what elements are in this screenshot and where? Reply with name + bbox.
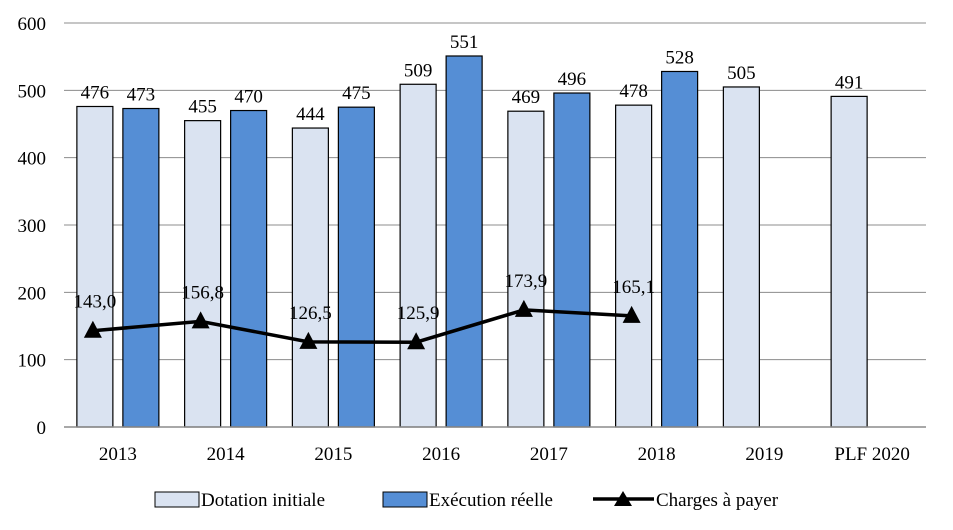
line-data-label: 143,0 <box>74 292 117 313</box>
bar-data-label: 528 <box>665 47 694 68</box>
bar-data-label: 491 <box>835 72 864 93</box>
bar-data-label: 473 <box>127 85 156 106</box>
bar-data-labels: 476 473 455 470 444 475 509 551 469 496 478 528 505 4… <box>81 32 864 125</box>
bar-data-label: 496 <box>558 69 587 90</box>
x-tick-label: 2019 <box>745 444 783 465</box>
x-tick-label: 2015 <box>314 444 352 465</box>
bar-ex-cution-r-elle-2016 <box>445 55 483 428</box>
charges-marker <box>191 311 210 329</box>
bar-dotation-initiale-2017 <box>507 110 545 428</box>
y-tick-label: 600 <box>18 14 47 35</box>
line-data-label: 156,8 <box>181 282 224 303</box>
legend: Dotation initiale Exécution réelle Charg… <box>154 490 779 511</box>
x-tick-label: PLF 2020 <box>834 444 910 465</box>
bar-dotation-initiale-2018 <box>615 104 653 428</box>
charges-marker <box>514 299 533 317</box>
bar-dotation-initiale-PLF-2020 <box>830 95 868 428</box>
legend-label-dotation: Dotation initiale <box>201 490 325 511</box>
legend-label-charges: Charges à payer <box>656 490 779 511</box>
x-tick-label: 2017 <box>530 444 568 465</box>
x-tick-label: 2014 <box>207 444 246 465</box>
bar-data-label: 505 <box>727 63 756 84</box>
line-data-label: 165,1 <box>612 277 655 298</box>
bar-data-label: 469 <box>512 87 541 108</box>
bar-dotation-initiale-2014 <box>184 120 222 428</box>
bar-data-label: 455 <box>188 97 217 118</box>
bar-ex-cution-r-elle-2017 <box>553 92 591 428</box>
y-tick-label: 400 <box>18 149 47 170</box>
y-axis-ticks: 0 100 200 300 400 500 600 <box>18 14 47 439</box>
x-axis-labels: 2013 2014 2015 2016 2017 2018 2019 PLF 2020 <box>99 444 910 465</box>
charges-marker <box>622 305 641 323</box>
bar-data-label: 509 <box>404 60 433 81</box>
bar-data-label: 551 <box>450 32 479 53</box>
bars <box>76 55 868 428</box>
y-tick-label: 100 <box>18 351 47 372</box>
y-tick-label: 300 <box>18 216 47 237</box>
bar-dotation-initiale-2019 <box>722 86 760 428</box>
line-data-label: 125,9 <box>397 303 440 324</box>
charges-marker <box>299 331 318 349</box>
legend-swatch-execution <box>382 491 428 508</box>
bar-ex-cution-r-elle-2015 <box>337 106 375 428</box>
bar-ex-cution-r-elle-2013 <box>122 107 160 428</box>
y-tick-label: 0 <box>37 418 47 439</box>
bar-data-label: 476 <box>81 82 110 103</box>
y-tick-label: 500 <box>18 81 47 102</box>
line-data-label: 126,5 <box>289 303 332 324</box>
bar-ex-cution-r-elle-2018 <box>661 70 699 428</box>
bar-data-label: 444 <box>296 104 325 125</box>
line-data-label: 173,9 <box>505 271 548 292</box>
bar-dotation-initiale-2013 <box>76 105 114 428</box>
x-tick-label: 2016 <box>422 444 460 465</box>
legend-label-execution: Exécution réelle <box>429 490 553 511</box>
bar-dotation-initiale-2016 <box>399 83 437 428</box>
bar-dotation-initiale-2015 <box>291 127 329 428</box>
x-tick-label: 2013 <box>99 444 137 465</box>
x-tick-label: 2018 <box>638 444 676 465</box>
bar-data-label: 470 <box>234 87 263 108</box>
charges-line-path <box>92 308 632 344</box>
bar-data-label: 478 <box>619 81 648 102</box>
bar-ex-cution-r-elle-2014 <box>230 109 268 428</box>
y-tick-label: 200 <box>18 283 47 304</box>
bar-data-label: 475 <box>342 83 371 104</box>
legend-marker-charges <box>614 491 632 506</box>
line-data-labels: 143,0 156,8 126,5 125,9 173,9 165,1 <box>74 271 656 324</box>
charges-marker <box>407 332 426 350</box>
charges-line <box>83 299 641 350</box>
legend-swatch-dotation <box>154 491 200 508</box>
charges-marker <box>83 320 102 338</box>
